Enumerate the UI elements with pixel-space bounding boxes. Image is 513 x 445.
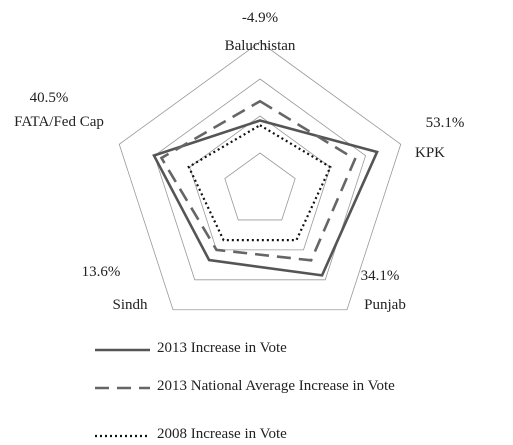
category-label: Sindh [112, 297, 148, 313]
category-label: KPK [414, 145, 445, 161]
category-label: FATA/Fed Cap [14, 114, 104, 130]
legend-label: 2013 Increase in Vote [157, 340, 287, 356]
grid-ring [118, 41, 402, 311]
value-label: -4.9% [241, 10, 279, 26]
value-label: 34.1% [360, 268, 400, 284]
grid-ring [224, 152, 296, 221]
series-line [152, 119, 379, 277]
series-line [187, 123, 332, 242]
legend-label: 2008 Increase in Vote [157, 426, 287, 442]
category-label: Punjab [364, 297, 406, 313]
series-line [159, 99, 357, 262]
value-label: 53.1% [425, 115, 465, 131]
legend-label: 2013 National Average Increase in Vote [157, 378, 395, 394]
value-label: 40.5% [29, 90, 69, 106]
value-label: 13.6% [81, 264, 121, 280]
category-label: Baluchistan [224, 38, 296, 54]
